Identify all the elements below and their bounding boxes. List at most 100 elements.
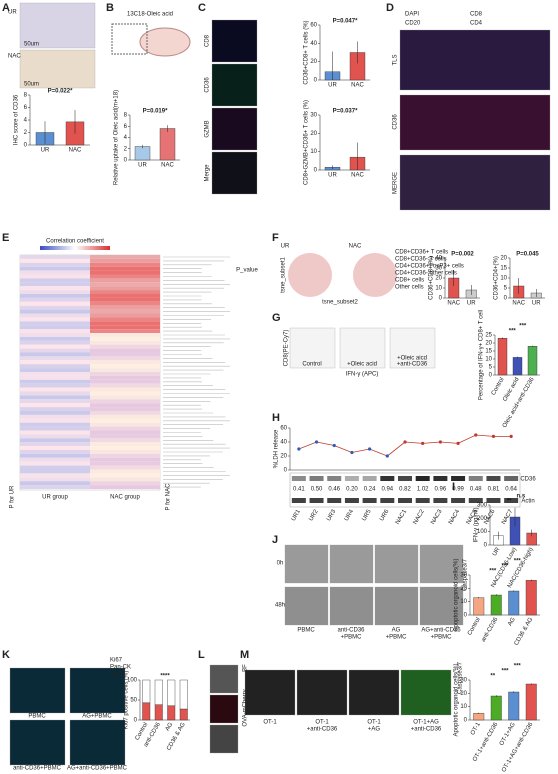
heatmap-cell: [90, 356, 160, 361]
band-value: 0.20: [346, 487, 358, 493]
y-tick-label: 4: [124, 135, 128, 141]
heatmap-cell: [90, 426, 160, 431]
heatmap-cell: [20, 356, 90, 361]
panel-label: A: [2, 2, 10, 14]
blot-band: [468, 498, 483, 503]
y-axis-label: Ki67 positive cells (%): [124, 671, 130, 730]
band-value: 0.46: [328, 487, 340, 493]
heatmap-cell: [90, 469, 160, 474]
y-tick-label: 10: [460, 599, 467, 605]
bar: [167, 705, 176, 721]
label: DAPI: [405, 12, 419, 18]
image: [389, 327, 436, 369]
label: 50um: [24, 82, 39, 88]
label: NAC: [8, 54, 21, 60]
label: GZMB: [205, 120, 211, 137]
label: AG+anti-CD36: [421, 628, 461, 634]
y-tick-label: 20: [310, 131, 317, 137]
y-tick-label: 10: [500, 276, 507, 282]
label: PBMC: [297, 628, 315, 634]
y-tick-label: 0: [489, 373, 493, 379]
bar: [473, 713, 485, 721]
annotation: P=0.002: [451, 252, 474, 258]
blot-band: [291, 498, 306, 503]
label: +PBMC: [431, 635, 453, 641]
heatmap-cell: [20, 481, 90, 486]
bar: [497, 338, 508, 376]
y-tick-label: 0: [284, 468, 288, 474]
band-value: 0.50: [311, 487, 323, 493]
blot-band: [327, 476, 342, 481]
heatmap-cell: [20, 372, 90, 376]
image: [209, 664, 239, 694]
blot-band: [344, 476, 359, 481]
heatmap-cell: [90, 438, 160, 443]
heatmap-cell: [20, 399, 90, 404]
point: [385, 454, 389, 458]
colorbar: [40, 246, 110, 250]
heatmap-cell: [20, 274, 90, 279]
heatmap-cell: [90, 387, 160, 392]
label: OT-1: [315, 720, 329, 726]
label: P_value: [236, 268, 258, 274]
label: TLS: [393, 54, 399, 65]
label: OVA-mCherry: [243, 689, 249, 726]
y-tick-label: 0: [134, 718, 138, 724]
panel-label: D: [386, 2, 394, 14]
label: CD4: [470, 21, 483, 27]
x-tick-label: NAC: [69, 148, 82, 154]
heatmap-cell: [90, 290, 160, 294]
label: Actin: [521, 499, 534, 505]
heatmap-cell: [90, 309, 160, 314]
annotation: ***: [514, 559, 522, 565]
bar: [525, 580, 537, 616]
label: AG: [392, 628, 401, 634]
heatmap-cell: [90, 391, 160, 396]
annotation: **: [490, 674, 495, 680]
label: tsne_subset1: [281, 256, 287, 292]
heatmap-cell: [20, 282, 90, 287]
x-tick-label: AG: [165, 722, 175, 733]
blot-band: [327, 498, 342, 503]
annotation: ***: [514, 664, 522, 670]
label: CD4+CD36+FoxP3+ cells: [395, 264, 464, 270]
y-tick-label: 0: [314, 168, 318, 174]
heatmap-cell: [90, 368, 160, 372]
y-tick-label: 20: [435, 276, 442, 282]
heatmap-cell: [20, 329, 90, 333]
heatmap-cell: [90, 336, 160, 341]
blot-band: [486, 476, 501, 481]
y-tick-label: 0: [464, 613, 468, 619]
y-axis-label: CD36+CD8+ T cells (%): [304, 20, 310, 84]
label: CD8(PE-Cy7): [284, 330, 290, 367]
heatmap-cell: [20, 411, 90, 415]
label: CD8: [205, 34, 211, 47]
annotation: P=0.047*: [333, 19, 359, 25]
bar-rest: [142, 679, 151, 704]
label: Caspase3/7: [458, 661, 464, 694]
y-tick-label: 0: [124, 158, 128, 164]
heatmap-cell: [20, 364, 90, 369]
heatmap-cell: [20, 426, 90, 431]
heatmap-cell: [90, 434, 160, 439]
heatmap-cell: [20, 477, 90, 482]
line: [298, 434, 512, 457]
y-tick-label: 40: [280, 440, 287, 446]
annotation: ****: [160, 674, 170, 680]
y-tick-label: 2: [24, 130, 28, 136]
label: P for UR: [10, 485, 16, 509]
label: Pan-CK: [110, 665, 131, 671]
blot-band: [291, 476, 306, 481]
blot-band: [344, 498, 359, 503]
bar-rest: [167, 679, 176, 707]
blot-band: [468, 476, 483, 481]
bar: [490, 594, 502, 616]
heatmap-cell: [20, 395, 90, 400]
heatmap-cell: [20, 453, 90, 458]
blot-band: [380, 498, 395, 503]
x-tick-label: AG: [507, 617, 517, 628]
label: CD8+ cells: [395, 278, 424, 284]
x-tick-label: CD36 & AG: [514, 617, 535, 647]
annotation: P=0.022*: [48, 89, 74, 95]
heatmap-cell: [90, 430, 160, 435]
